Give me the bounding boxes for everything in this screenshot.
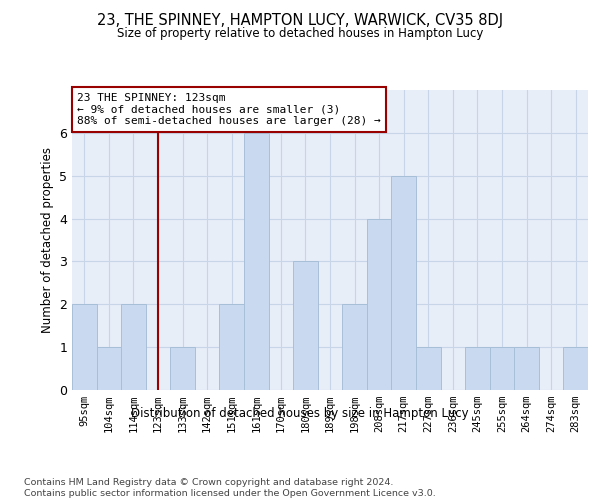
Bar xyxy=(367,218,391,390)
Bar xyxy=(490,347,514,390)
Text: Distribution of detached houses by size in Hampton Lucy: Distribution of detached houses by size … xyxy=(131,408,469,420)
Bar xyxy=(391,176,416,390)
Text: Size of property relative to detached houses in Hampton Lucy: Size of property relative to detached ho… xyxy=(117,28,483,40)
Bar xyxy=(97,347,121,390)
Bar xyxy=(220,304,244,390)
Bar xyxy=(244,133,269,390)
Bar xyxy=(416,347,440,390)
Text: Contains HM Land Registry data © Crown copyright and database right 2024.
Contai: Contains HM Land Registry data © Crown c… xyxy=(24,478,436,498)
Bar xyxy=(465,347,490,390)
Bar xyxy=(293,262,318,390)
Bar xyxy=(170,347,195,390)
Text: 23, THE SPINNEY, HAMPTON LUCY, WARWICK, CV35 8DJ: 23, THE SPINNEY, HAMPTON LUCY, WARWICK, … xyxy=(97,12,503,28)
Y-axis label: Number of detached properties: Number of detached properties xyxy=(41,147,53,333)
Text: 23 THE SPINNEY: 123sqm
← 9% of detached houses are smaller (3)
88% of semi-detac: 23 THE SPINNEY: 123sqm ← 9% of detached … xyxy=(77,93,381,126)
Bar xyxy=(121,304,146,390)
Bar xyxy=(72,304,97,390)
Bar xyxy=(563,347,588,390)
Bar xyxy=(342,304,367,390)
Bar xyxy=(514,347,539,390)
